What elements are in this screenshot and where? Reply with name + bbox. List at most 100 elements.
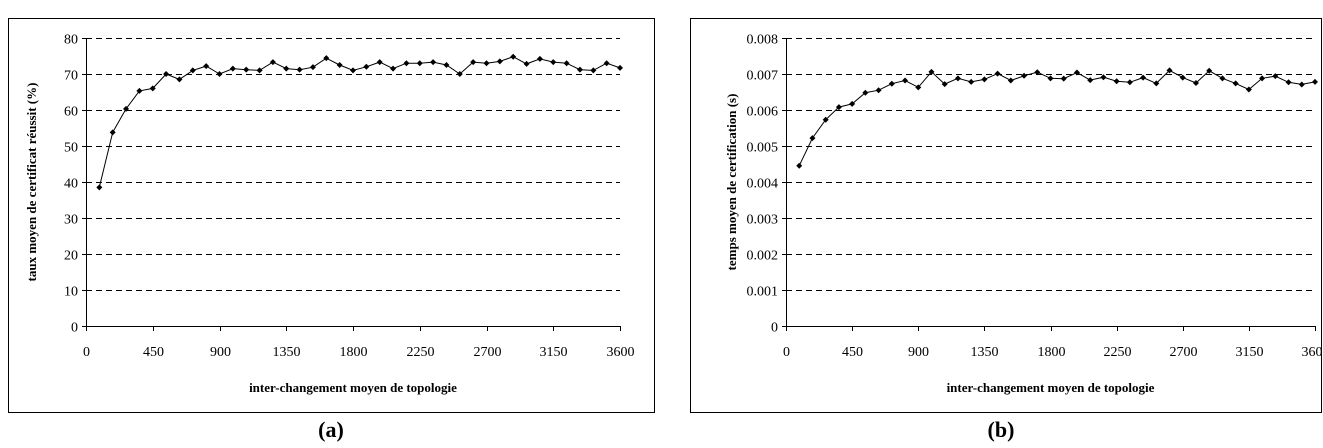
data-point-marker xyxy=(217,71,223,77)
series-line xyxy=(99,57,620,188)
data-point-marker xyxy=(1021,73,1027,79)
x-tick-label: 1350 xyxy=(971,345,999,360)
data-point-marker xyxy=(1114,78,1120,84)
data-point-marker xyxy=(176,76,182,82)
data-point-marker xyxy=(257,67,263,73)
data-point-marker xyxy=(1180,75,1186,81)
data-point-marker xyxy=(350,67,356,73)
x-tick-label: 0 xyxy=(783,345,790,360)
data-point-marker xyxy=(1008,77,1014,83)
data-point-marker xyxy=(110,129,116,135)
data-point-marker xyxy=(902,77,908,83)
x-tick-label: 450 xyxy=(143,345,164,360)
x-tick-label: 1800 xyxy=(340,345,368,360)
panel-label: (b) xyxy=(988,417,1015,442)
y-tick-label: 60 xyxy=(64,105,78,120)
y-tick-label: 0 xyxy=(771,321,778,336)
y-tick-label: 0.006 xyxy=(747,105,779,120)
data-point-marker xyxy=(403,60,409,66)
data-point-marker xyxy=(981,76,987,82)
x-tick-label: 1800 xyxy=(1038,345,1066,360)
y-tick-label: 30 xyxy=(64,213,78,228)
data-point-marker xyxy=(310,64,316,70)
data-point-marker xyxy=(577,67,583,73)
data-point-marker xyxy=(1219,75,1225,81)
data-point-marker xyxy=(524,61,530,67)
x-axis-title: inter-changement moyen de topologie xyxy=(249,380,457,395)
data-point-marker xyxy=(377,59,383,65)
x-tick-label: 2700 xyxy=(1170,345,1198,360)
data-point-marker xyxy=(564,60,570,66)
chart-panel-b: 0 0.001 0.002 0.003 0.004 0.005 0.006 0.007 0.00… xyxy=(680,0,1323,443)
data-point-marker xyxy=(1087,77,1093,83)
data-point-marker xyxy=(590,67,596,73)
y-tick-label: 20 xyxy=(64,249,78,264)
data-point-marker xyxy=(1140,75,1146,81)
y-tick-label: 10 xyxy=(64,285,78,300)
x-tick-label: 3600 xyxy=(1302,345,1323,360)
data-point-marker xyxy=(617,65,623,71)
data-point-marker xyxy=(809,135,815,141)
data-point-marker xyxy=(1233,80,1239,86)
x-tick-label: 900 xyxy=(908,345,929,360)
data-point-marker xyxy=(203,63,209,69)
data-point-marker xyxy=(363,64,369,70)
data-point-marker xyxy=(443,62,449,68)
y-tick-label: 50 xyxy=(64,141,78,156)
data-point-marker xyxy=(1299,81,1305,87)
data-point-marker xyxy=(337,62,343,68)
data-point-marker xyxy=(550,59,556,65)
data-point-marker xyxy=(1061,76,1067,82)
data-point-marker xyxy=(1312,79,1318,85)
data-point-marker xyxy=(537,56,543,62)
data-point-marker xyxy=(1048,75,1054,81)
data-point-marker xyxy=(430,59,436,65)
data-point-marker xyxy=(510,54,516,60)
data-point-marker xyxy=(995,71,1001,77)
chart-b-svg: 0 0.001 0.002 0.003 0.004 0.005 0.006 0.007 0.00… xyxy=(680,0,1323,443)
x-axis-title: inter-changement moyen de topologie xyxy=(947,380,1155,395)
data-point-marker xyxy=(270,59,276,65)
y-tick-label: 0.001 xyxy=(747,285,779,300)
x-tick-label: 3150 xyxy=(1236,345,1264,360)
data-point-marker xyxy=(283,66,289,72)
y-tick-label: 80 xyxy=(64,33,78,48)
x-tick-label: 2700 xyxy=(474,345,502,360)
data-point-marker xyxy=(1100,74,1106,80)
series-line xyxy=(799,70,1315,165)
y-tick-label: 70 xyxy=(64,69,78,84)
y-tick-label: 0.007 xyxy=(747,69,779,84)
data-point-marker xyxy=(1286,79,1292,85)
y-tick-label: 0.005 xyxy=(747,141,779,156)
x-tick-label: 1350 xyxy=(273,345,301,360)
data-point-marker xyxy=(889,81,895,87)
data-point-marker xyxy=(497,58,503,64)
x-tick-label: 900 xyxy=(210,345,231,360)
y-axis-title: temps moyen de certification (s) xyxy=(724,94,739,271)
y-tick-label: 0.004 xyxy=(747,177,779,192)
x-tick-label: 2250 xyxy=(1104,345,1132,360)
data-point-marker xyxy=(243,67,249,73)
panel-label: (a) xyxy=(318,417,344,442)
y-axis-title: taux moyen de certificat réussit (%) xyxy=(24,83,39,282)
y-tick-label: 0.008 xyxy=(747,33,779,48)
y-tick-label: 40 xyxy=(64,177,78,192)
data-point-marker xyxy=(955,75,961,81)
data-point-marker xyxy=(96,184,102,190)
y-tick-label: 0.002 xyxy=(747,249,779,264)
y-tick-label: 0.003 xyxy=(747,213,779,228)
y-tick-label: 0 xyxy=(71,321,78,336)
data-point-marker xyxy=(190,67,196,73)
x-tick-label: 3150 xyxy=(540,345,568,360)
data-point-marker xyxy=(604,60,610,66)
data-point-marker xyxy=(417,60,423,66)
data-point-marker xyxy=(390,66,396,72)
data-point-marker xyxy=(876,87,882,93)
x-tick-label: 3600 xyxy=(607,345,635,360)
x-tick-label: 0 xyxy=(83,345,90,360)
data-point-marker xyxy=(230,66,236,72)
data-point-marker xyxy=(1127,79,1133,85)
data-point-marker xyxy=(968,79,974,85)
